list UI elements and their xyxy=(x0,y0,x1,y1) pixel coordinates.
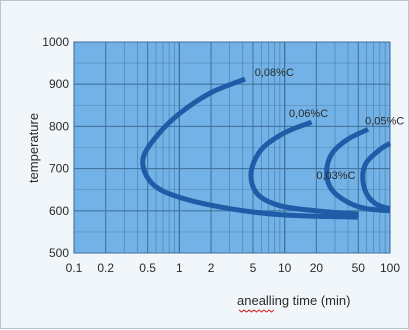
y-tick-label: 800 xyxy=(49,119,69,133)
x-tick-label: 1 xyxy=(176,261,183,275)
series-curve-0-08-C xyxy=(140,76,359,220)
curve-labels: 0,08%C 0,06%C 0,05%C 0,03%C xyxy=(255,67,405,182)
x-axis-label: anealling time (min) xyxy=(237,293,350,308)
x-tick-label: 50 xyxy=(352,261,366,275)
y-tick-labels: 500 600 700 800 900 1000 xyxy=(42,35,69,260)
y-tick-label: 1000 xyxy=(42,35,69,49)
x-tick-label: 2 xyxy=(208,261,215,275)
y-tick-label: 500 xyxy=(49,246,69,260)
x-tick-label: 20 xyxy=(310,261,324,275)
x-tick-label: 0.2 xyxy=(97,261,114,275)
curve-label: 0,06%C xyxy=(289,108,328,120)
y-axis-label: temperature xyxy=(26,113,41,183)
x-tick-label: 0.1 xyxy=(66,261,83,275)
x-tick-label: 10 xyxy=(278,261,292,275)
y-tick-label: 900 xyxy=(49,77,69,91)
series-curve-0-05-C xyxy=(324,127,391,214)
grid xyxy=(73,41,391,254)
y-tick-label: 600 xyxy=(49,204,69,218)
spellcheck-underline xyxy=(238,309,275,313)
curve-label: 0,03%C xyxy=(316,170,355,182)
series-curve-0-03-C xyxy=(360,141,392,212)
curve-label: 0,05%C xyxy=(365,115,404,127)
x-tick-labels: 0.1 0.2 0.5 1 2 5 10 20 50 100 xyxy=(66,261,401,275)
series-curve-0-06-C xyxy=(248,119,359,217)
curves xyxy=(140,76,392,220)
x-tick-label: 100 xyxy=(380,261,400,275)
y-tick-label: 700 xyxy=(49,162,69,176)
x-tick-label: 5 xyxy=(250,261,257,275)
x-tick-label: 0.5 xyxy=(139,261,156,275)
curve-label: 0,08%C xyxy=(255,67,294,79)
